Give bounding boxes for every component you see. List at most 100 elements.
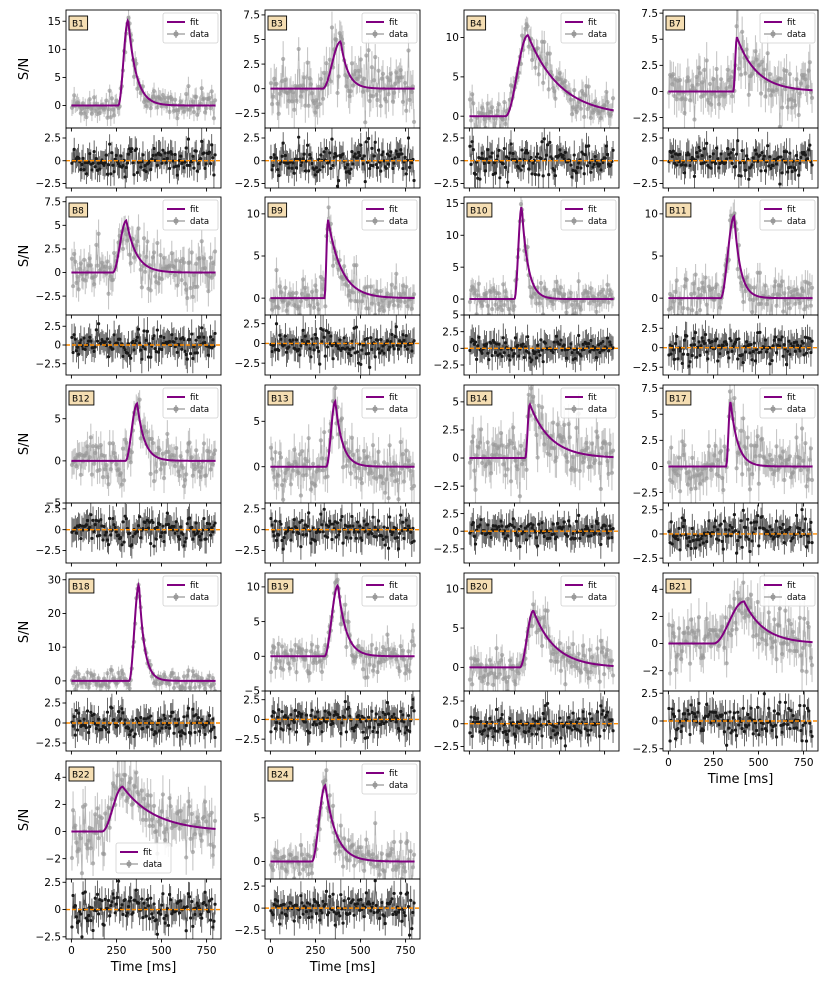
residual-point <box>412 178 416 183</box>
residual-point <box>283 153 287 158</box>
residual-y-tick-label: 0 <box>651 342 658 354</box>
residual-point <box>315 170 320 174</box>
y-tick-label: 7.5 <box>641 8 658 20</box>
residual-point <box>392 161 396 165</box>
data-point <box>106 106 111 112</box>
data-point <box>135 86 140 91</box>
residual-point <box>484 342 489 346</box>
data-point <box>541 80 546 86</box>
data-point <box>743 289 748 294</box>
data-point <box>716 102 721 107</box>
residual-point <box>688 164 692 168</box>
residual-point <box>280 154 284 158</box>
signal-plot <box>268 11 417 128</box>
data-point <box>151 250 157 255</box>
residual-point <box>404 172 408 176</box>
data-point <box>801 288 806 294</box>
data-point <box>694 74 699 79</box>
data-point <box>93 450 98 456</box>
legend-data-label: data <box>190 217 209 227</box>
data-point <box>680 96 685 101</box>
residual-point <box>561 153 565 157</box>
data-point <box>586 290 591 295</box>
residual-point <box>73 337 77 341</box>
residual-point <box>350 150 354 154</box>
residual-point <box>400 341 404 345</box>
residual-point <box>687 364 691 368</box>
residual-point <box>570 350 574 355</box>
residual-point <box>489 155 493 159</box>
residual-point <box>553 174 557 178</box>
residual-point <box>602 348 606 352</box>
data-point <box>503 289 508 294</box>
residual-point <box>186 137 191 141</box>
residual-point <box>165 511 169 515</box>
residual-point <box>764 350 769 354</box>
data-point <box>564 310 569 315</box>
data-point <box>396 79 401 84</box>
data-point <box>537 301 542 306</box>
residual-point <box>187 516 192 520</box>
data-point <box>297 83 302 89</box>
data-point <box>89 472 95 477</box>
residual-point <box>93 523 97 527</box>
residual-point <box>163 151 167 155</box>
residual-point <box>503 165 508 169</box>
data-point <box>158 96 163 102</box>
data-point <box>711 76 716 82</box>
legend-data-marker <box>173 31 179 37</box>
data-point <box>563 78 568 84</box>
data-point <box>396 303 401 309</box>
residual-point <box>496 154 500 158</box>
residual-point <box>381 344 385 348</box>
residual-plot <box>663 128 818 188</box>
residual-point <box>543 341 547 345</box>
residual-point <box>394 325 398 329</box>
residual-point <box>104 530 108 534</box>
y-tick-label: 5 <box>651 34 658 46</box>
data-point <box>307 303 312 308</box>
residual-point <box>209 162 213 166</box>
residual-point <box>139 348 143 352</box>
residual-point <box>362 154 366 158</box>
residual-point <box>611 346 615 350</box>
residual-point <box>184 352 188 357</box>
data-point <box>70 284 76 289</box>
residual-point <box>138 341 142 345</box>
data-point <box>802 72 807 78</box>
data-point <box>510 299 515 304</box>
residual-point <box>141 153 145 157</box>
residual-y-tick-label: −2.5 <box>434 178 460 190</box>
residual-point <box>401 333 405 337</box>
residual-point <box>705 141 709 145</box>
data-point <box>349 61 355 66</box>
residual-point <box>779 338 783 342</box>
residual-point <box>314 336 319 340</box>
data-point <box>194 94 199 100</box>
data-point <box>198 474 203 480</box>
residual-point <box>155 525 159 529</box>
data-point <box>159 461 164 466</box>
residual-point <box>507 354 511 358</box>
data-point <box>322 70 327 75</box>
data-point <box>407 97 412 102</box>
residual-point <box>170 333 174 337</box>
data-point <box>578 307 583 312</box>
residual-point <box>183 349 187 353</box>
burst-tag-box <box>466 202 493 218</box>
residual-point <box>143 520 147 525</box>
data-point <box>486 116 491 121</box>
residual-point <box>281 141 285 145</box>
residual-point <box>729 339 733 343</box>
data-point <box>485 303 490 308</box>
data-point <box>398 299 403 304</box>
residual-point <box>152 544 156 548</box>
data-point <box>197 255 202 261</box>
data-point <box>795 292 800 297</box>
residual-point <box>540 140 544 144</box>
residual-point <box>358 153 362 158</box>
residual-frame <box>662 314 819 376</box>
residual-point <box>126 152 131 156</box>
residual-point <box>105 337 110 341</box>
residual-point <box>94 156 98 161</box>
